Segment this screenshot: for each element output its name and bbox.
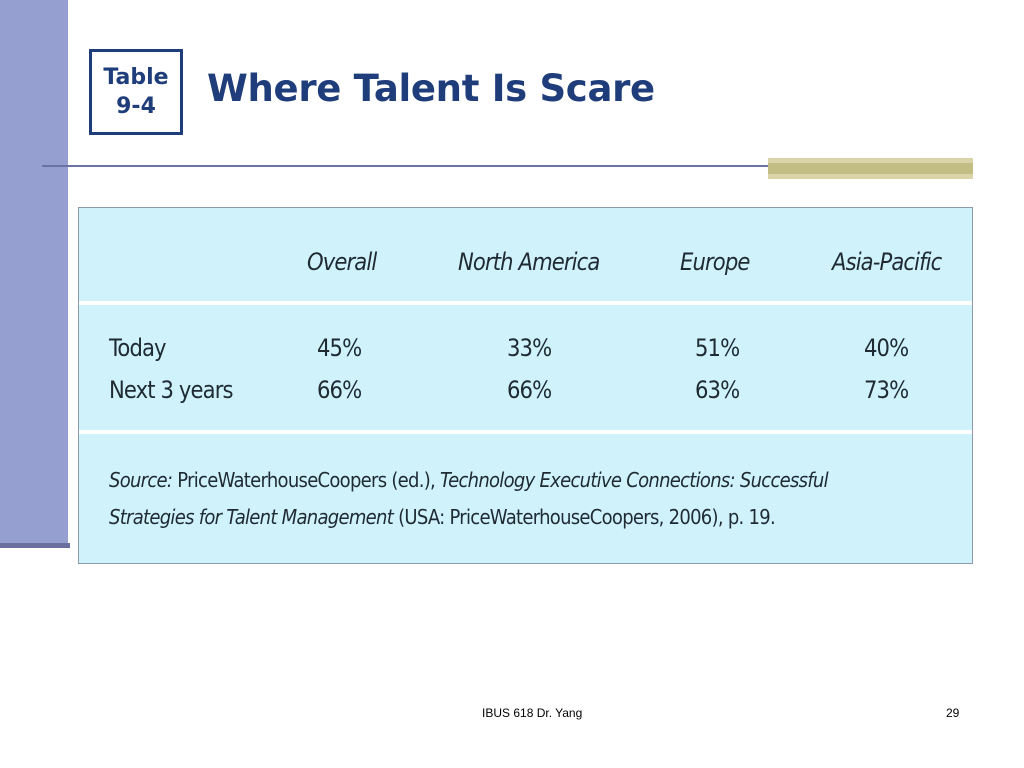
slide-number: 29	[946, 706, 960, 720]
title-divider	[42, 165, 972, 167]
cell-next-europe: 63%	[695, 376, 740, 404]
column-header-overall: Overall	[307, 248, 377, 276]
row-label-today: Today	[109, 334, 167, 362]
source-citation: Source: PriceWaterhouseCoopers (ed.), Te…	[109, 462, 901, 536]
source-publisher: PriceWaterhouseCoopers (ed.),	[177, 468, 436, 492]
cell-next-north-america: 66%	[507, 376, 552, 404]
slide-title: Where Talent Is Scare	[207, 67, 655, 110]
column-header-north-america: North America	[458, 248, 600, 276]
source-title: Technology Executive Connections: Succes…	[109, 468, 829, 529]
header-separator	[79, 301, 972, 305]
cell-today-overall: 45%	[317, 334, 362, 362]
data-table: Overall North America Europe Asia-Pacifi…	[78, 207, 973, 564]
table-number-badge: Table 9-4	[89, 49, 183, 135]
cell-next-overall: 66%	[317, 376, 362, 404]
cell-today-asia-pacific: 40%	[864, 334, 909, 362]
cell-today-north-america: 33%	[507, 334, 552, 362]
footer-course: IBUS 618 Dr. Yang	[482, 706, 583, 720]
badge-label: Table	[103, 65, 169, 90]
source-prefix: Source:	[109, 468, 173, 492]
divider-accent-bar	[768, 158, 973, 179]
column-header-europe: Europe	[680, 248, 750, 276]
source-details: (USA: PriceWaterhouseCoopers, 2006), p. …	[398, 505, 776, 529]
left-band-shadow	[0, 543, 70, 548]
row-label-next-3-years: Next 3 years	[109, 376, 234, 404]
left-decorative-band	[0, 0, 68, 547]
cell-next-asia-pacific: 73%	[864, 376, 909, 404]
badge-number: 9-4	[116, 94, 156, 119]
column-header-asia-pacific: Asia-Pacific	[832, 248, 942, 276]
source-separator	[79, 430, 972, 434]
cell-today-europe: 51%	[695, 334, 740, 362]
